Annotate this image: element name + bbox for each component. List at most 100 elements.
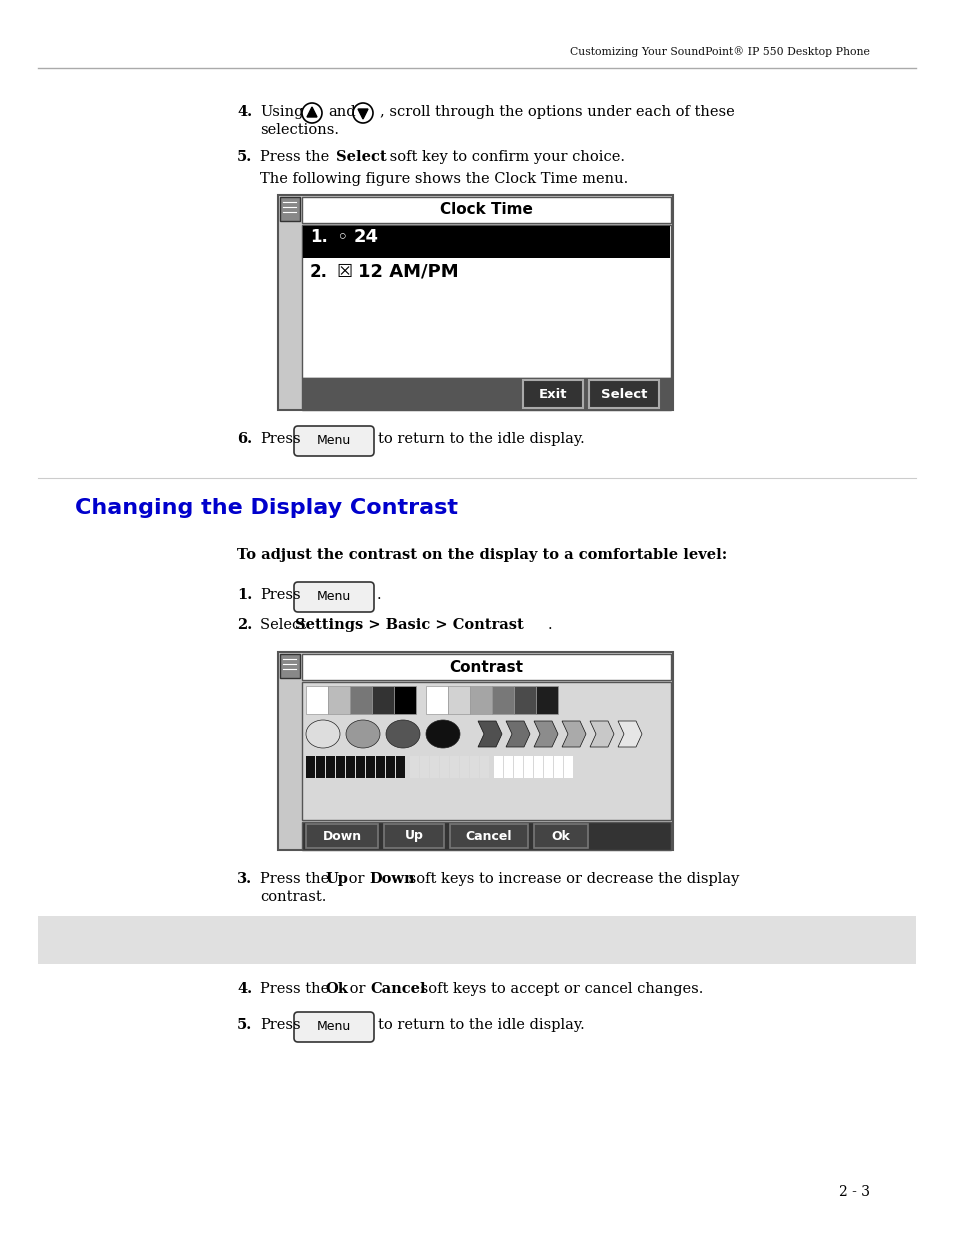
FancyBboxPatch shape [294,1011,374,1042]
Text: Cancel: Cancel [370,982,425,995]
Text: Menu: Menu [316,1020,351,1034]
Bar [302,682,670,820]
Text: Press: Press [260,1018,300,1032]
Bar [563,756,573,778]
Bar [534,756,542,778]
Bar [514,685,536,714]
Text: Customizing Your SoundPoint® IP 550 Desktop Phone: Customizing Your SoundPoint® IP 550 Desk… [570,47,869,57]
Text: Press: Press [260,588,300,601]
Text: selections.: selections. [260,124,338,137]
Bar [306,685,328,714]
Bar [514,756,522,778]
Bar [302,378,670,410]
Text: 2.: 2. [310,263,328,282]
Bar [430,756,438,778]
Text: Menu: Menu [316,590,351,604]
Text: 2 - 3: 2 - 3 [838,1186,869,1199]
Bar [326,756,335,778]
Text: Using: Using [260,105,303,119]
Text: or: or [344,872,369,885]
Bar [492,685,514,714]
Bar [302,198,670,224]
Bar [306,824,377,848]
Text: Clock Time: Clock Time [439,203,532,217]
Polygon shape [307,107,316,117]
Text: Up: Up [325,872,348,885]
Bar [306,756,314,778]
Bar [470,685,492,714]
Text: .: . [547,618,552,632]
Bar [280,655,299,678]
Bar [366,756,375,778]
Bar [384,824,443,848]
Bar [302,655,670,680]
Text: Exit: Exit [538,388,567,400]
Text: .: . [376,588,381,601]
Text: soft keys to increase or decrease the display: soft keys to increase or decrease the di… [403,872,739,885]
Bar [448,685,470,714]
Bar [355,756,365,778]
Bar [280,198,299,221]
Text: 4.: 4. [236,105,252,119]
Text: Press the: Press the [260,872,334,885]
Bar [394,685,416,714]
Bar [494,756,502,778]
Text: 5.: 5. [236,1018,252,1032]
Text: Press the: Press the [260,982,334,995]
Text: contrast.: contrast. [260,890,326,904]
Polygon shape [534,721,558,747]
Text: Press the: Press the [260,149,334,164]
Bar [450,824,527,848]
Polygon shape [357,109,368,119]
Text: to return to the idle display.: to return to the idle display. [377,1018,584,1032]
Text: to return to the idle display.: to return to the idle display. [377,432,584,446]
Bar [514,685,536,714]
Text: Down: Down [322,830,361,842]
Text: 1.: 1. [236,588,252,601]
Bar [492,685,514,714]
Bar [410,756,418,778]
Ellipse shape [306,720,339,748]
Bar [503,756,513,778]
Bar [328,685,350,714]
Text: Select: Select [260,618,311,632]
FancyBboxPatch shape [294,582,374,613]
Bar [448,685,470,714]
Text: Press: Press [260,432,300,446]
Text: , scroll through the options under each of these: , scroll through the options under each … [379,105,734,119]
Text: 6.: 6. [236,432,252,446]
Bar [372,685,394,714]
Bar [375,756,385,778]
Bar [395,756,405,778]
Ellipse shape [386,720,419,748]
Ellipse shape [346,720,379,748]
Bar [522,380,582,408]
Polygon shape [477,721,501,747]
Polygon shape [618,721,641,747]
Text: To adjust the contrast on the display to a comfortable level:: To adjust the contrast on the display to… [236,548,726,562]
Text: Down: Down [369,872,415,885]
Text: soft key to confirm your choice.: soft key to confirm your choice. [385,149,624,164]
Text: Select: Select [600,388,646,400]
Bar [588,380,659,408]
Bar [350,685,372,714]
Text: 12 AM/PM: 12 AM/PM [357,263,458,282]
Text: Menu: Menu [316,435,351,447]
Text: or: or [345,982,370,995]
Text: 3.: 3. [236,872,252,885]
Ellipse shape [426,720,459,748]
Bar [459,756,469,778]
Text: Ok: Ok [325,982,348,995]
Text: Settings > Basic > Contrast: Settings > Basic > Contrast [294,618,523,632]
Bar [554,756,562,778]
Text: Select: Select [335,149,386,164]
Text: 4.: 4. [236,982,252,995]
FancyBboxPatch shape [294,426,374,456]
Bar [536,685,558,714]
Bar [277,652,672,850]
Text: ◦: ◦ [335,228,347,247]
Polygon shape [561,721,585,747]
Bar [523,756,533,778]
Bar [439,756,449,778]
Bar [426,685,448,714]
